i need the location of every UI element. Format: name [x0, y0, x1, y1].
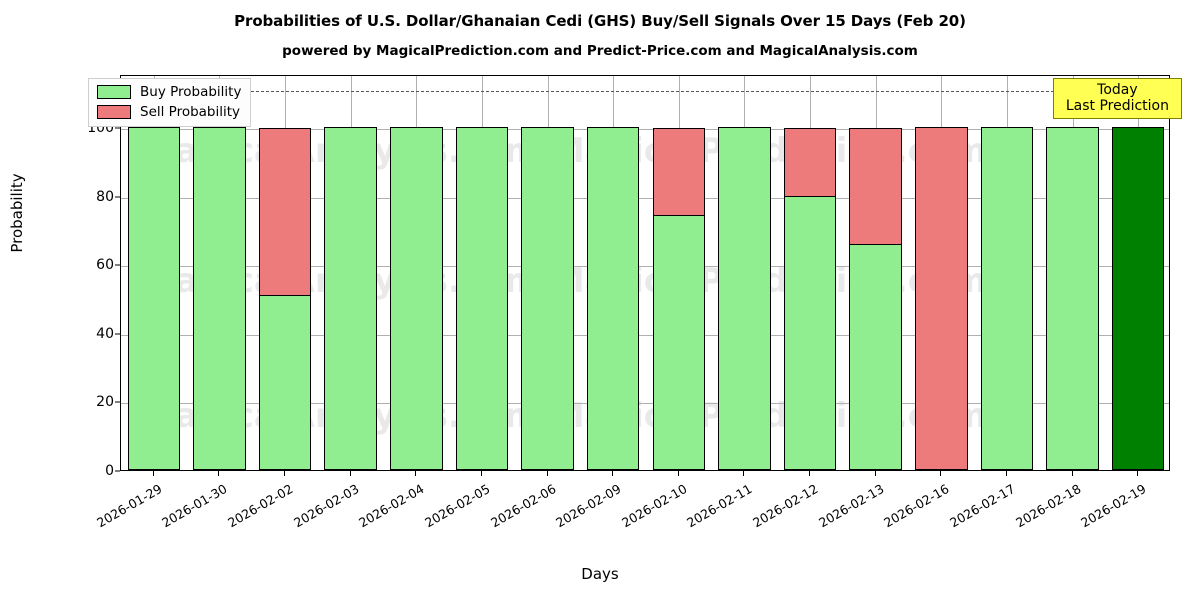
bar-2026-02-10[interactable] [652, 128, 706, 470]
y-tick-label: 20 [96, 394, 114, 411]
reference-line [121, 91, 1169, 93]
bar-segment-buy[interactable] [1046, 127, 1099, 470]
bar-2026-02-06[interactable] [521, 127, 574, 470]
gridline-horizontal [121, 129, 1169, 131]
x-tick-mark [284, 471, 285, 476]
y-tick-mark [115, 333, 120, 335]
gridline-horizontal [121, 197, 1169, 199]
y-tick-label: 60 [96, 257, 114, 274]
bar-2026-02-09[interactable] [586, 127, 640, 470]
bar-segment-sell[interactable] [652, 128, 706, 216]
bar-2026-02-05[interactable] [455, 127, 509, 470]
legend-label-buy: Buy Probability [140, 84, 242, 100]
y-tick-label: 0 [105, 463, 114, 479]
bar-segment-sell[interactable] [849, 128, 902, 246]
bar-segment-buy[interactable] [652, 214, 706, 470]
bar-segment-buy[interactable] [718, 127, 771, 470]
x-tick-mark [415, 471, 416, 476]
plot-inner: MagicalAnalysis.comMagicalPrediction.com… [121, 76, 1169, 470]
y-tick-mark [115, 127, 120, 129]
legend-label-sell: Sell Probability [140, 104, 241, 120]
bar-segment-buy[interactable] [324, 127, 377, 470]
x-tick-mark [809, 471, 810, 476]
x-tick-mark [678, 471, 679, 476]
x-tick-mark [612, 471, 613, 476]
legend-item-buy[interactable]: Buy Probability [97, 84, 241, 100]
bar-segment-buy[interactable] [849, 244, 902, 470]
bar-2026-02-12[interactable] [783, 128, 837, 470]
bar-2026-02-03[interactable] [324, 127, 377, 470]
x-tick-mark [153, 471, 154, 476]
legend-item-sell[interactable]: Sell Probability [97, 104, 241, 120]
x-tick-mark [350, 471, 351, 476]
bar-2026-01-30[interactable] [193, 127, 246, 470]
gridline-horizontal [121, 334, 1169, 336]
x-tick-mark [547, 471, 548, 476]
bar-segment-buy[interactable] [455, 127, 509, 470]
y-tick-mark [115, 264, 120, 266]
bar-segment-buy[interactable] [783, 196, 837, 470]
gridline-horizontal [121, 266, 1169, 268]
bar-segment-sell[interactable] [915, 127, 968, 470]
bar-segment-buy[interactable] [521, 127, 574, 470]
x-tick-mark [875, 471, 876, 476]
y-tick-label: 80 [96, 188, 114, 205]
y-tick-label: 40 [96, 325, 114, 342]
bar-2026-01-29[interactable] [127, 127, 181, 470]
x-tick-mark [743, 471, 744, 476]
bar-segment-today[interactable] [1111, 127, 1165, 470]
x-tick-mark [1072, 471, 1073, 476]
legend-swatch-buy-icon [97, 85, 131, 99]
bar-2026-02-17[interactable] [980, 127, 1034, 470]
x-axis-title: Days [581, 565, 619, 583]
y-tick-mark [115, 470, 120, 472]
today-annotation-line2: Last Prediction [1065, 98, 1169, 115]
bar-2026-02-13[interactable] [849, 128, 902, 470]
y-tick-mark [115, 401, 120, 403]
bar-2026-02-11[interactable] [718, 127, 771, 470]
today-annotation-line1: Today [1097, 82, 1138, 98]
bar-2026-02-16[interactable] [915, 127, 968, 470]
plot-area: MagicalAnalysis.comMagicalPrediction.com… [120, 75, 1170, 471]
bar-segment-buy[interactable] [586, 127, 640, 470]
bar-2026-02-04[interactable] [390, 127, 443, 470]
x-tick-mark [481, 471, 482, 476]
bar-segment-sell[interactable] [783, 128, 837, 198]
today-annotation: Today Last Prediction [1052, 78, 1182, 120]
x-tick-mark [218, 471, 219, 476]
x-tick-mark [940, 471, 941, 476]
bar-2026-02-02[interactable] [258, 128, 312, 470]
chart-subtitle: powered by MagicalPrediction.com and Pre… [282, 43, 918, 59]
bar-segment-buy[interactable] [390, 127, 443, 470]
chart-legend[interactable]: Buy Probability Sell Probability [88, 78, 252, 127]
bar-segment-buy[interactable] [258, 295, 312, 470]
y-axis-ticks: 0 20 40 60 80 100 [64, 75, 114, 479]
chart-title: Probabilities of U.S. Dollar/Ghanaian Ce… [234, 12, 966, 30]
bar-2026-02-19[interactable] [1111, 127, 1165, 470]
bar-2026-02-18[interactable] [1046, 127, 1099, 470]
y-tick-mark [115, 196, 120, 198]
bar-segment-buy[interactable] [127, 127, 181, 470]
gridline-horizontal [121, 403, 1169, 405]
x-tick-mark [1006, 471, 1007, 476]
x-tick-mark [1137, 471, 1138, 476]
bar-segment-buy[interactable] [193, 127, 246, 470]
bar-segment-sell[interactable] [258, 128, 312, 297]
y-axis-title: Probability [8, 173, 26, 253]
bar-segment-buy[interactable] [980, 127, 1034, 470]
legend-swatch-sell-icon [97, 105, 131, 119]
